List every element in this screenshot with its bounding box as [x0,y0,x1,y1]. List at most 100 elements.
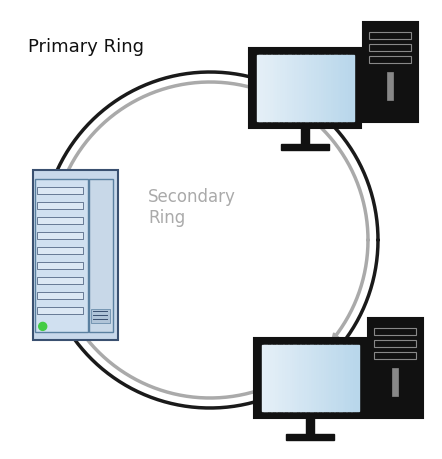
Bar [286,55,289,121]
Bar [308,345,310,411]
Bar [91,309,110,323]
FancyBboxPatch shape [254,338,366,418]
Bar [274,55,276,121]
Bar [262,345,264,411]
Bar [332,345,335,411]
Bar [337,345,339,411]
Bar [342,345,344,411]
Bar [320,55,323,121]
Bar [310,345,313,411]
Bar [37,217,83,224]
Bar [298,345,301,411]
Bar [354,345,357,411]
Bar [329,345,332,411]
Bar [283,55,286,121]
Bar [374,340,415,347]
Bar [349,55,351,121]
Bar [37,247,83,254]
Bar [346,55,349,121]
Bar [332,55,335,121]
Bar [300,345,303,411]
Bar [336,55,339,121]
Bar [293,345,296,411]
Bar [303,55,305,121]
Bar [362,22,418,122]
Bar [276,345,279,411]
Bar [269,55,272,121]
Bar [278,55,281,121]
Bar [344,345,347,411]
Bar [37,202,83,209]
Bar [367,318,423,418]
Bar [267,345,269,411]
Bar [266,55,269,121]
Bar [339,345,342,411]
Bar [341,55,344,121]
Bar [327,55,330,121]
Bar [281,144,329,151]
Bar [278,345,282,411]
Bar [346,345,349,411]
Bar [288,345,291,411]
Bar [329,55,332,121]
Bar [286,345,289,411]
Bar [315,55,318,121]
Bar [374,352,415,359]
Bar [339,55,342,121]
Bar [37,277,83,284]
Bar [344,55,347,121]
Bar [295,55,298,121]
Bar [370,56,411,63]
Bar [310,55,313,121]
Bar [283,345,286,411]
Bar [305,345,308,411]
Bar [37,232,83,239]
Bar [351,55,354,121]
Text: Primary Ring: Primary Ring [28,38,144,56]
Bar [276,55,279,121]
Bar [349,345,352,411]
Bar [392,368,398,396]
Bar [288,55,291,121]
Bar [257,55,259,121]
Bar [356,345,359,411]
Bar [259,55,262,121]
Bar [293,55,296,121]
Bar [351,345,354,411]
Bar [315,345,318,411]
Bar [327,345,330,411]
Bar [286,434,334,440]
Bar [296,345,298,411]
FancyBboxPatch shape [249,48,361,128]
Bar [261,55,264,121]
Bar [290,55,293,121]
Bar [274,345,277,411]
Bar [322,345,325,411]
Bar [312,345,315,411]
Circle shape [39,322,47,330]
Bar [334,345,337,411]
Bar [374,328,415,335]
Bar [281,55,284,121]
Bar [370,32,411,39]
Bar [271,345,274,411]
Bar [300,55,303,121]
Bar [264,345,267,411]
Bar [37,307,83,314]
Bar [334,55,337,121]
Bar [324,55,327,121]
Bar [387,72,393,100]
Bar [317,55,320,121]
Bar [269,345,272,411]
Bar [320,345,323,411]
Bar [89,179,113,331]
Bar [37,262,83,269]
Bar [306,417,314,434]
Bar [312,55,315,121]
Bar [324,345,328,411]
Bar [301,127,309,144]
Bar [35,179,88,331]
Bar [322,55,325,121]
Bar [305,55,308,121]
Text: Secondary
Ring: Secondary Ring [148,188,236,227]
